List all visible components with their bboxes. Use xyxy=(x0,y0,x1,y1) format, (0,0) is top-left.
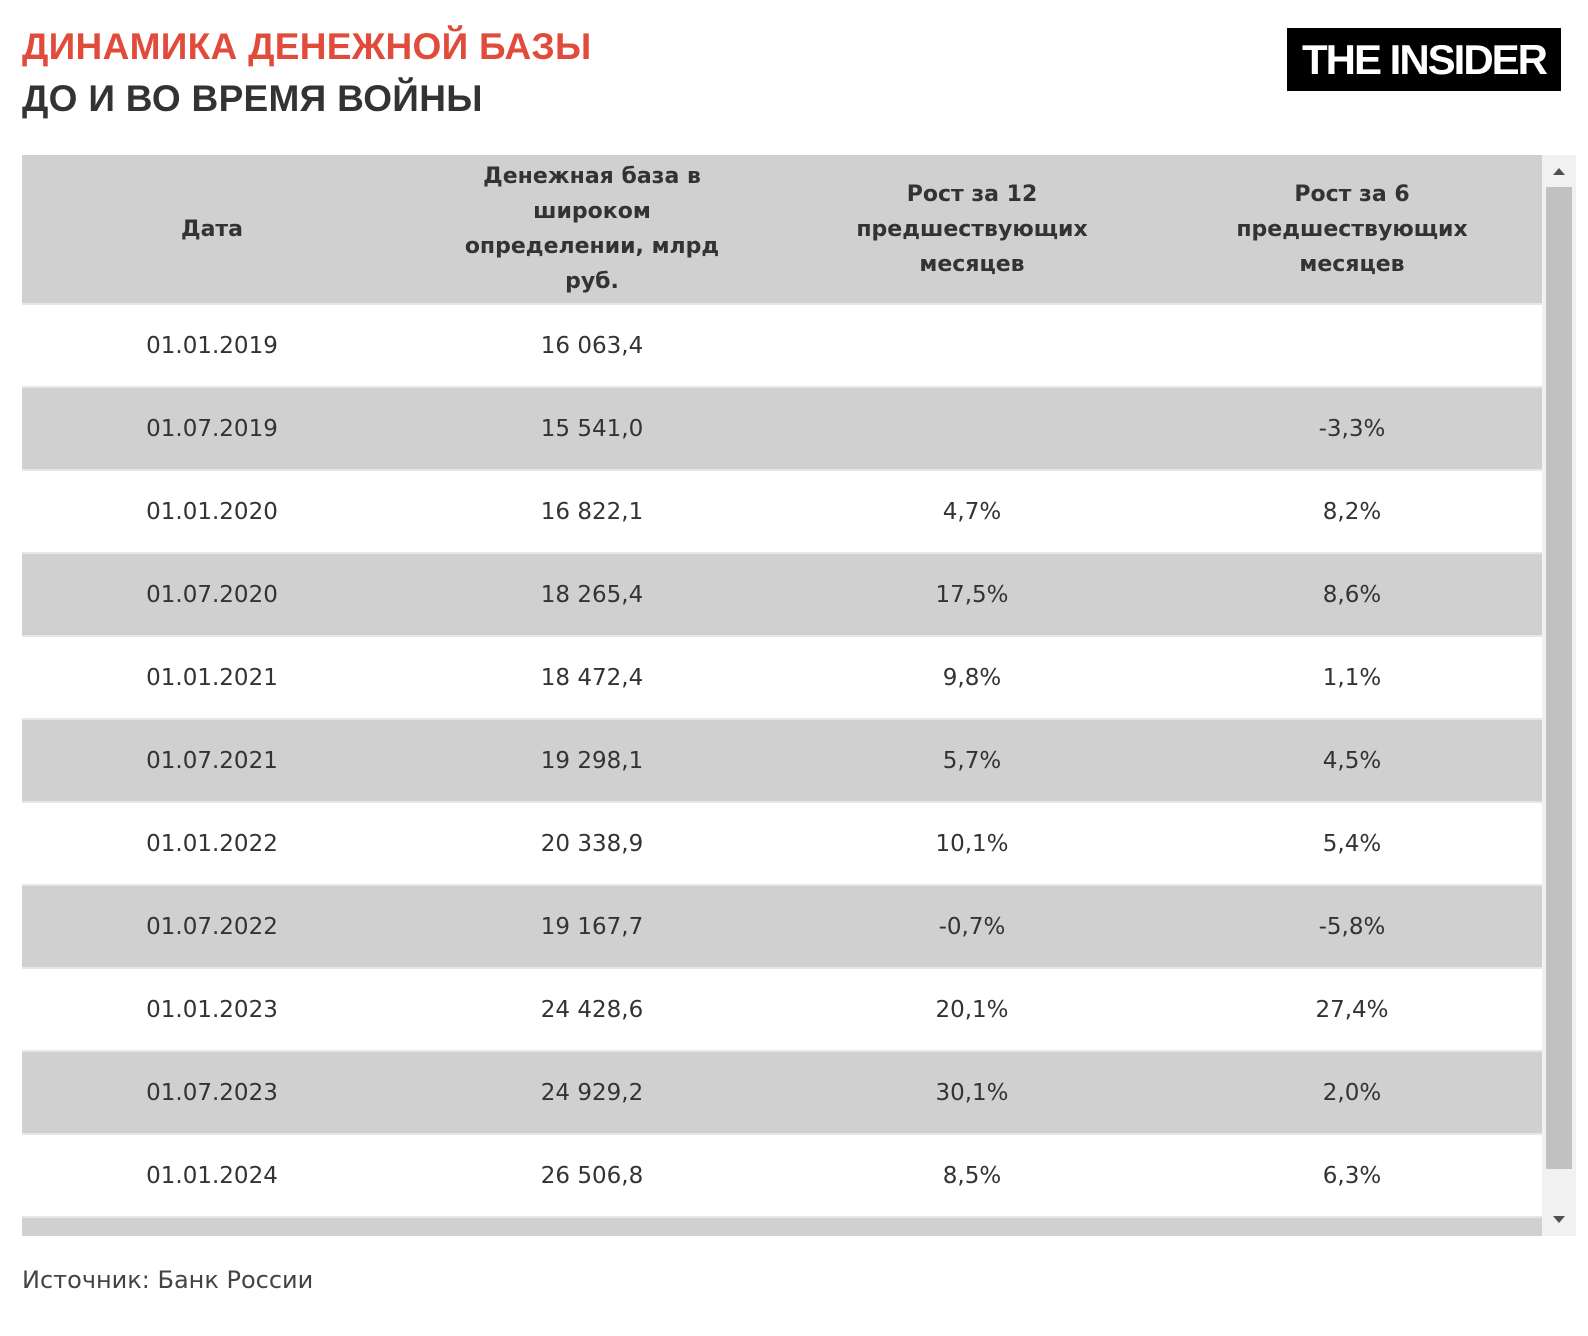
table-cell: 9,8% xyxy=(782,636,1162,720)
table-cell: 20 338,9 xyxy=(402,802,782,886)
table-cell: 01.01.2020 xyxy=(22,470,402,554)
table-cell: 6,3% xyxy=(1162,1134,1542,1218)
table-cell: 01.07.2023 xyxy=(22,1051,402,1135)
table-viewport: Дата Денежная база в широком определении,… xyxy=(22,155,1542,1236)
source-note: Источник: Банк России xyxy=(22,1266,314,1294)
data-table: Дата Денежная база в широком определении,… xyxy=(22,155,1542,1236)
empty-cell xyxy=(1162,304,1542,388)
table-cell: 16 063,4 xyxy=(402,304,782,388)
table-cell: 26 506,8 xyxy=(402,1134,782,1218)
table-cell: 15 541,0 xyxy=(402,387,782,471)
table-cell: 3,6% xyxy=(782,1217,1162,1236)
table-cell: 24 428,6 xyxy=(402,968,782,1052)
table-cell: 01.01.2023 xyxy=(22,968,402,1052)
table-cell: 01.01.2024 xyxy=(22,1134,402,1218)
table-cell: 27,4% xyxy=(1162,968,1542,1052)
table-cell: 30,1% xyxy=(782,1051,1162,1135)
table-row: 01.07.2021 19 298,1 5,7% 4,5% xyxy=(22,719,1542,803)
table-cell: 10,1% xyxy=(782,802,1162,886)
table-cell: 01.01.2019 xyxy=(22,304,402,388)
table-cell: 01.07.2022 xyxy=(22,885,402,969)
table-row: 01.07.2019 15 541,0 -3,3% xyxy=(22,387,1542,471)
table-cell: 01.07.2021 xyxy=(22,719,402,803)
column-header: Рост за 6 предшествующих месяцев xyxy=(1162,155,1542,305)
scroll-up[interactable] xyxy=(1542,155,1576,185)
column-header: Денежная база в широком определении, млр… xyxy=(402,155,782,305)
subtitle: ДО И ВО ВРЕМЯ ВОЙНЫ xyxy=(22,78,483,119)
table-cell: 17,5% xyxy=(782,553,1162,637)
empty-cell xyxy=(782,387,1162,471)
title: ДИНАМИКА ДЕНЕЖНОЙ БАЗЫ xyxy=(22,26,592,67)
table-row: 01.01.2020 16 822,1 4,7% 8,2% xyxy=(22,470,1542,554)
table-cell: 24 929,2 xyxy=(402,1051,782,1135)
table-cell: -2,6% xyxy=(1162,1217,1542,1236)
table-row: 01.01.2021 18 472,4 9,8% 1,1% xyxy=(22,636,1542,720)
table-row: 01.01.2022 20 338,9 10,1% 5,4% xyxy=(22,802,1542,886)
table-cell: 5,4% xyxy=(1162,802,1542,886)
table-cell: 2,0% xyxy=(1162,1051,1542,1135)
table-cell: 16 822,1 xyxy=(402,470,782,554)
table-cell: 01.07.2019 xyxy=(22,387,402,471)
table-cell: 8,6% xyxy=(1162,553,1542,637)
table-cell: 19 298,1 xyxy=(402,719,782,803)
scrollbar[interactable] xyxy=(1542,155,1576,1236)
table-cell: 8,5% xyxy=(782,1134,1162,1218)
table-row: 01.07.2022 19 167,7 -0,7% -5,8% xyxy=(22,885,1542,969)
table-cell: 25 823,1 xyxy=(402,1217,782,1236)
table-row: 01.07.2023 24 929,2 30,1% 2,0% xyxy=(22,1051,1542,1135)
table-row: 01.07.2020 18 265,4 17,5% 8,6% xyxy=(22,553,1542,637)
table-row: 01.01.2023 24 428,6 20,1% 27,4% xyxy=(22,968,1542,1052)
empty-cell xyxy=(782,304,1162,388)
table-cell: 4,7% xyxy=(782,470,1162,554)
scroll-thumb[interactable] xyxy=(1546,187,1572,1169)
table-cell: 8,2% xyxy=(1162,470,1542,554)
logo[interactable]: THE INSIDER xyxy=(1287,28,1561,91)
table-cell: 18 472,4 xyxy=(402,636,782,720)
table-cell: 01.01.2022 xyxy=(22,802,402,886)
table-cell: -3,3% xyxy=(1162,387,1542,471)
table-cell: 5,7% xyxy=(782,719,1162,803)
table-cell: 20,1% xyxy=(782,968,1162,1052)
table-cell: 18 265,4 xyxy=(402,553,782,637)
table-frame: Дата Денежная база в широком определении,… xyxy=(22,155,1576,1236)
table-cell: -0,7% xyxy=(782,885,1162,969)
table-row: 01.01.2024 26 506,8 8,5% 6,3% xyxy=(22,1134,1542,1218)
header-row: Дата Денежная база в широком определении,… xyxy=(22,155,1542,305)
column-header: Дата xyxy=(22,155,402,305)
table-row: 01.07.202425 823,13,6%-2,6% xyxy=(22,1217,1542,1236)
table-body: 01.01.2019 16 063,4 01.07.2019 15 541,0 -3,3… xyxy=(22,304,1542,1236)
table-row: 01.01.2019 16 063,4 xyxy=(22,304,1542,388)
table-cell: -5,8% xyxy=(1162,885,1542,969)
table-cell: 19 167,7 xyxy=(402,885,782,969)
table-cell: 01.07.2020 xyxy=(22,553,402,637)
table-cell: 1,1% xyxy=(1162,636,1542,720)
table-cell: 01.07.2024 xyxy=(22,1217,402,1236)
column-header: Рост за 12 предшествующих месяцев xyxy=(782,155,1162,305)
table-cell: 4,5% xyxy=(1162,719,1542,803)
scroll-down[interactable] xyxy=(1542,1206,1576,1236)
table-cell: 01.01.2021 xyxy=(22,636,402,720)
